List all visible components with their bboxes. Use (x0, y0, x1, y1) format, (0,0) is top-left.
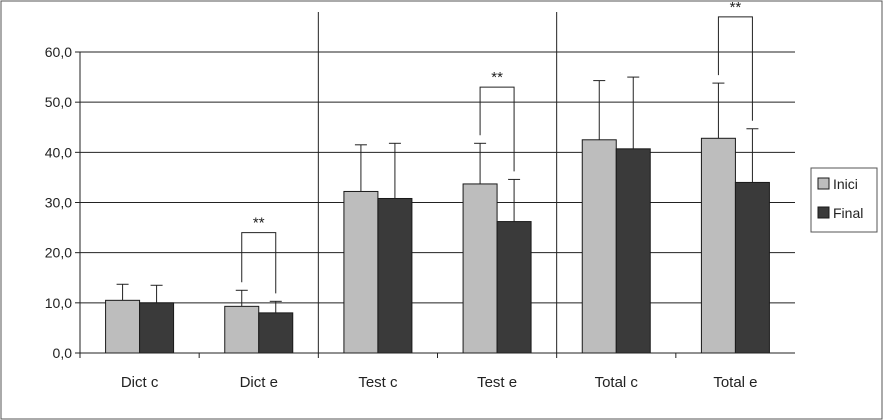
bar-inici (462, 183, 498, 354)
y-tick-label: 10,0 (45, 295, 72, 311)
significance-bracket (479, 86, 515, 172)
x-tick-label: Test e (477, 374, 517, 391)
significance-label: ** (253, 215, 265, 232)
legend-label-inici: Inici (833, 176, 858, 192)
bar-final (377, 197, 413, 354)
group-dividers (317, 12, 558, 353)
significance-label: ** (730, 0, 742, 16)
error-bars (79, 76, 759, 358)
significance-label: ** (491, 69, 503, 86)
bar-inici (105, 299, 141, 354)
bar-final (258, 312, 294, 354)
significance-bracket (241, 232, 277, 294)
significance-brackets: ** ** ** (241, 0, 753, 294)
bar-inici (700, 137, 736, 354)
legend-swatch-final (817, 206, 830, 219)
y-tick-label: 20,0 (45, 245, 72, 261)
axes (79, 52, 795, 354)
x-tick-label: Test c (358, 374, 398, 391)
bar-inici (224, 305, 260, 354)
x-tick-label: Dict e (240, 374, 278, 391)
legend: Inici Final (810, 167, 878, 233)
significance-bracket (717, 16, 753, 121)
y-tick-label: 50,0 (45, 94, 72, 110)
y-tick-label: 0,0 (53, 345, 73, 361)
y-tick-labels: 0,0 10,0 20,0 30,0 40,0 50,0 60,0 (45, 44, 72, 361)
bar-final (139, 302, 175, 354)
gridlines (75, 51, 795, 354)
bars (105, 137, 770, 354)
y-tick-label: 30,0 (45, 195, 72, 211)
x-tick-label: Total e (713, 374, 757, 391)
legend-label-final: Final (833, 205, 863, 221)
x-tick-label: Dict c (121, 374, 159, 391)
bar-inici (343, 190, 379, 354)
y-tick-label: 60,0 (45, 44, 72, 60)
bar-final (734, 181, 770, 354)
y-tick-label: 40,0 (45, 144, 72, 160)
legend-swatch-inici (817, 177, 830, 190)
bar-inici (581, 139, 617, 354)
bar-final (615, 148, 651, 354)
x-tick-labels: Dict c Dict e Test c Test e Total c Total e (121, 374, 758, 391)
bar-final (496, 221, 532, 354)
x-tick-label: Total c (595, 374, 639, 391)
